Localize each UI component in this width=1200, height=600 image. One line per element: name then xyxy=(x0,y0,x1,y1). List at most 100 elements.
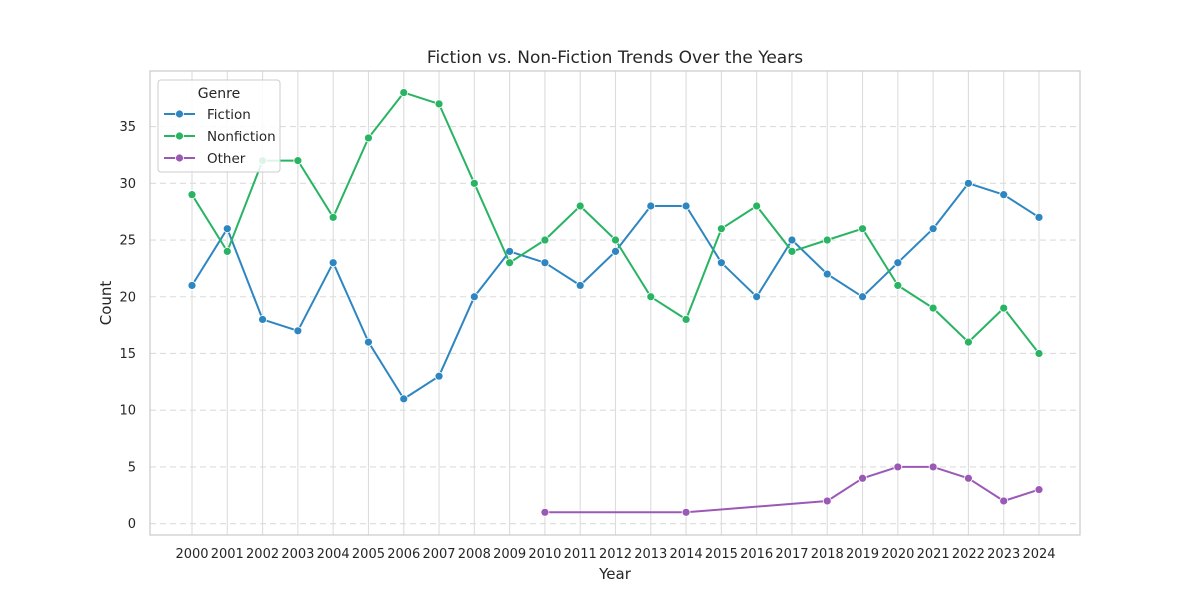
x-tick-label: 2003 xyxy=(281,547,314,562)
legend-marker-other xyxy=(175,153,184,163)
fiction-point xyxy=(858,292,867,302)
nonfiction-point xyxy=(222,246,232,256)
y-axis-title: Count xyxy=(97,281,115,326)
other-point xyxy=(540,507,550,517)
x-tick-label: 2009 xyxy=(493,547,526,562)
nonfiction-point xyxy=(293,156,303,166)
fiction-point xyxy=(258,315,267,324)
x-tick-label: 2004 xyxy=(317,547,350,562)
y-tick-label: 20 xyxy=(119,290,136,305)
nonfiction-point xyxy=(893,281,903,290)
x-tick-label: 2007 xyxy=(422,547,455,562)
x-tick-label: 2008 xyxy=(458,547,491,562)
nonfiction-point xyxy=(399,88,409,97)
grid-layer xyxy=(150,71,1080,535)
nonfiction-point xyxy=(787,246,797,256)
legend-label-fiction: Fiction xyxy=(207,107,251,123)
x-tick-label: 2001 xyxy=(211,547,244,562)
fiction-point xyxy=(575,281,585,290)
nonfiction-point xyxy=(822,235,832,245)
legend-label-nonfiction: Nonfiction xyxy=(207,129,276,145)
x-tick-label: 2000 xyxy=(175,547,208,562)
fiction-point xyxy=(646,201,656,211)
tick-layer: 2000 2001 2002 2003 2004 2005 2006 2007 2008 2009… xyxy=(119,120,1055,562)
x-tick-label: 2016 xyxy=(740,547,773,562)
other-point xyxy=(964,473,973,483)
y-tick-label: 25 xyxy=(119,234,136,249)
nonfiction-point xyxy=(681,315,691,324)
fiction-point xyxy=(434,371,444,381)
x-tick-label: 2017 xyxy=(775,547,808,562)
nonfiction-point xyxy=(646,292,656,302)
other-point xyxy=(893,462,903,472)
other-point xyxy=(822,496,832,506)
nonfiction-point xyxy=(434,99,444,109)
y-tick-label: 0 xyxy=(128,517,136,532)
fiction-point xyxy=(716,258,726,268)
fiction-point xyxy=(399,394,409,404)
x-tick-label: 2011 xyxy=(564,547,597,562)
legend-marker-fiction xyxy=(175,109,184,119)
other-point xyxy=(681,507,691,517)
nonfiction-point xyxy=(858,224,867,234)
other-point xyxy=(858,473,867,483)
legend-items: Fiction Nonfiction Other xyxy=(164,107,276,167)
nonfiction-point xyxy=(469,178,479,188)
x-axis-title: Year xyxy=(598,565,632,583)
fiction-point xyxy=(822,269,832,279)
chart-title: Fiction vs. Non-Fiction Trends Over the … xyxy=(427,48,803,68)
y-tick-label: 30 xyxy=(119,177,136,192)
y-tick-label: 10 xyxy=(119,404,136,419)
nonfiction-point xyxy=(716,224,726,234)
series-layer xyxy=(187,88,1044,517)
fiction-point xyxy=(893,258,903,268)
fiction-point xyxy=(999,190,1009,200)
nonfiction-point xyxy=(575,201,585,211)
x-tick-label: 2021 xyxy=(917,547,950,562)
fiction-point xyxy=(1034,212,1044,222)
x-tick-label: 2002 xyxy=(246,547,279,562)
fiction-point xyxy=(469,292,479,302)
fiction-point xyxy=(293,326,303,336)
fiction-point xyxy=(681,201,691,211)
fiction-point xyxy=(187,281,197,290)
x-tick-label: 2020 xyxy=(881,547,914,562)
fiction-point xyxy=(611,246,620,256)
fiction-point xyxy=(787,235,797,245)
legend-box xyxy=(157,79,281,173)
nonfiction-point xyxy=(752,201,762,211)
fiction-point xyxy=(752,292,762,302)
plot-frame xyxy=(149,70,1081,536)
x-tick-label: 2012 xyxy=(599,547,632,562)
x-tick-label: 2006 xyxy=(387,547,420,562)
x-tick-label: 2005 xyxy=(352,547,385,562)
fiction-point xyxy=(928,224,938,234)
fiction-point xyxy=(222,224,232,234)
x-tick-label: 2023 xyxy=(987,547,1020,562)
legend-title: Genre xyxy=(198,86,240,102)
x-tick-label: 2014 xyxy=(670,547,703,562)
nonfiction-point xyxy=(364,133,373,143)
nonfiction-point xyxy=(999,303,1009,313)
nonfiction-point xyxy=(611,235,620,245)
other-point xyxy=(928,462,938,472)
x-tick-label: 2015 xyxy=(705,547,738,562)
x-tick-label: 2022 xyxy=(952,547,985,562)
legend-marker-nonfiction xyxy=(175,131,184,141)
nonfiction-point xyxy=(964,337,973,347)
x-tick-label: 2018 xyxy=(811,547,844,562)
legend: Genre Fiction Nonfiction Other xyxy=(157,79,281,173)
legend-label-other: Other xyxy=(207,151,246,167)
fiction-point xyxy=(964,178,973,188)
y-tick-label: 35 xyxy=(119,120,136,135)
fiction-point xyxy=(540,258,550,268)
y-tick-label: 15 xyxy=(119,347,136,362)
fiction-point xyxy=(364,337,373,347)
nonfiction-point xyxy=(505,258,515,268)
nonfiction-point xyxy=(928,303,938,313)
nonfiction-point xyxy=(187,190,197,200)
x-tick-label: 2019 xyxy=(846,547,879,562)
nonfiction-point xyxy=(540,235,550,245)
